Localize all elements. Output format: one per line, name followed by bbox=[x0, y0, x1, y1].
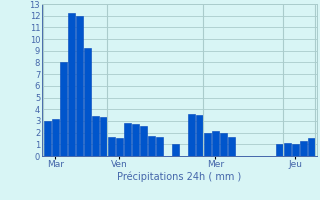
Bar bbox=[276, 144, 283, 156]
Bar bbox=[228, 137, 235, 156]
Bar bbox=[140, 126, 147, 156]
Bar bbox=[124, 123, 131, 156]
Bar bbox=[116, 138, 123, 156]
Bar bbox=[292, 144, 299, 156]
Bar bbox=[108, 137, 115, 156]
Bar bbox=[300, 141, 307, 156]
Bar bbox=[60, 62, 67, 156]
Bar bbox=[196, 115, 203, 156]
Bar bbox=[132, 124, 139, 156]
Bar bbox=[52, 119, 59, 156]
Bar bbox=[156, 137, 163, 156]
Bar bbox=[204, 133, 211, 156]
Bar bbox=[188, 114, 195, 156]
Bar bbox=[76, 16, 83, 156]
Bar bbox=[212, 131, 219, 156]
Bar bbox=[68, 13, 75, 156]
Bar bbox=[100, 117, 107, 156]
Bar bbox=[284, 143, 291, 156]
X-axis label: Précipitations 24h ( mm ): Précipitations 24h ( mm ) bbox=[117, 172, 241, 182]
Bar bbox=[308, 138, 315, 156]
Bar bbox=[84, 48, 91, 156]
Bar bbox=[92, 116, 99, 156]
Bar bbox=[220, 133, 227, 156]
Bar bbox=[44, 121, 51, 156]
Bar bbox=[148, 136, 155, 156]
Bar bbox=[172, 144, 179, 156]
